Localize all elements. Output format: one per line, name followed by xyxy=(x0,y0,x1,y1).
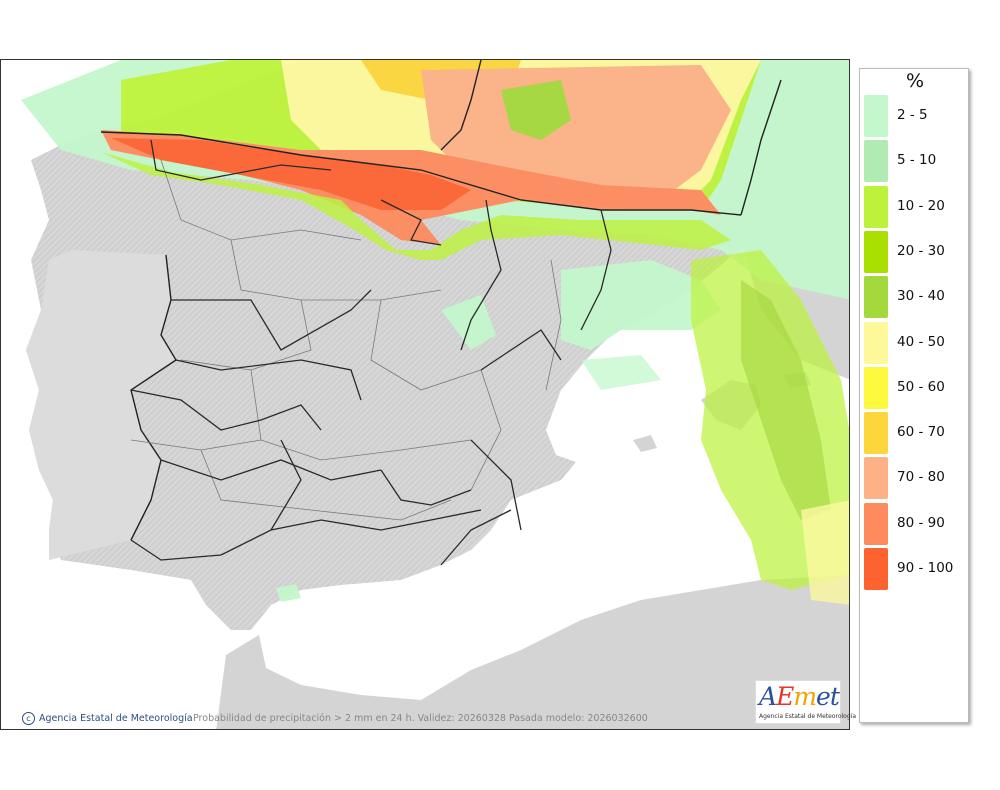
legend-swatch xyxy=(864,140,888,183)
map-caption: Probabilidad de precipitación > 2 mm en … xyxy=(193,713,648,724)
africa-land xyxy=(216,575,849,729)
legend-item: 80 - 90 xyxy=(864,502,968,545)
ibiza xyxy=(633,435,657,452)
legend-swatch xyxy=(864,457,888,500)
legend-swatch xyxy=(864,412,888,455)
legend-item: 10 - 20 xyxy=(864,185,968,228)
region-borders-bold xyxy=(130,139,612,566)
legend-label: 20 - 30 xyxy=(897,242,945,259)
copyright-notice: c Agencia Estatal de Meteorología xyxy=(22,712,193,725)
legend-title: % xyxy=(905,70,925,92)
logo-letter: et xyxy=(816,682,840,711)
legend-swatch xyxy=(864,321,888,364)
legend-item: 50 - 60 xyxy=(864,366,968,409)
iberia-land xyxy=(26,130,749,630)
legend-panel: % 2 - 5 5 - 10 10 - 20 20 - 30 30 - 40 40 - 5… xyxy=(859,68,969,723)
legend-item: 5 - 10 xyxy=(864,140,968,183)
logo-subtitle: Agencia Estatal de Meteorología xyxy=(759,713,856,720)
legend-item: 60 - 70 xyxy=(864,412,968,455)
legend-label: 90 - 100 xyxy=(897,560,954,576)
legend-label: 60 - 70 xyxy=(897,424,945,441)
aemet-logo: AEmet Agencia Estatal de Meteorología xyxy=(755,680,856,724)
legend-swatch xyxy=(864,366,888,409)
legend-item: 20 - 30 xyxy=(864,230,968,273)
region-borders xyxy=(130,159,562,521)
precipitation-probability-map xyxy=(0,59,850,730)
legend-swatch xyxy=(864,502,888,545)
legend-swatch xyxy=(864,276,888,319)
legend-label: 2 - 5 xyxy=(897,107,928,123)
legend-label: 10 - 20 xyxy=(897,197,945,214)
portugal-land xyxy=(26,250,176,560)
legend-item: 30 - 40 xyxy=(864,276,968,319)
legend-item: 70 - 80 xyxy=(864,457,968,500)
legend-label: 50 - 60 xyxy=(897,378,945,395)
legend-item: 90 - 100 xyxy=(864,548,968,590)
legend-label: 40 - 50 xyxy=(897,333,945,350)
logo-wordmark: AEmet xyxy=(759,682,840,711)
legend-label: 80 - 90 xyxy=(897,514,945,531)
legend-item: 2 - 5 xyxy=(864,95,968,137)
legend-swatch xyxy=(864,95,888,137)
logo-letter: E xyxy=(776,682,794,711)
legend-swatch xyxy=(864,230,888,273)
precipitation-overlay xyxy=(21,60,849,605)
legend-label: 30 - 40 xyxy=(897,288,945,305)
legend-label: 5 - 10 xyxy=(897,152,937,169)
legend-swatch xyxy=(864,548,888,590)
legend-label: 70 - 80 xyxy=(897,469,945,486)
logo-letter: m xyxy=(793,682,817,711)
logo-letter: A xyxy=(759,682,777,711)
legend-swatch xyxy=(864,185,888,228)
copyright-icon: c xyxy=(22,712,35,725)
map-canvas xyxy=(1,60,849,729)
copyright-text: Agencia Estatal de Meteorología xyxy=(39,713,193,724)
legend-item: 40 - 50 xyxy=(864,321,968,364)
